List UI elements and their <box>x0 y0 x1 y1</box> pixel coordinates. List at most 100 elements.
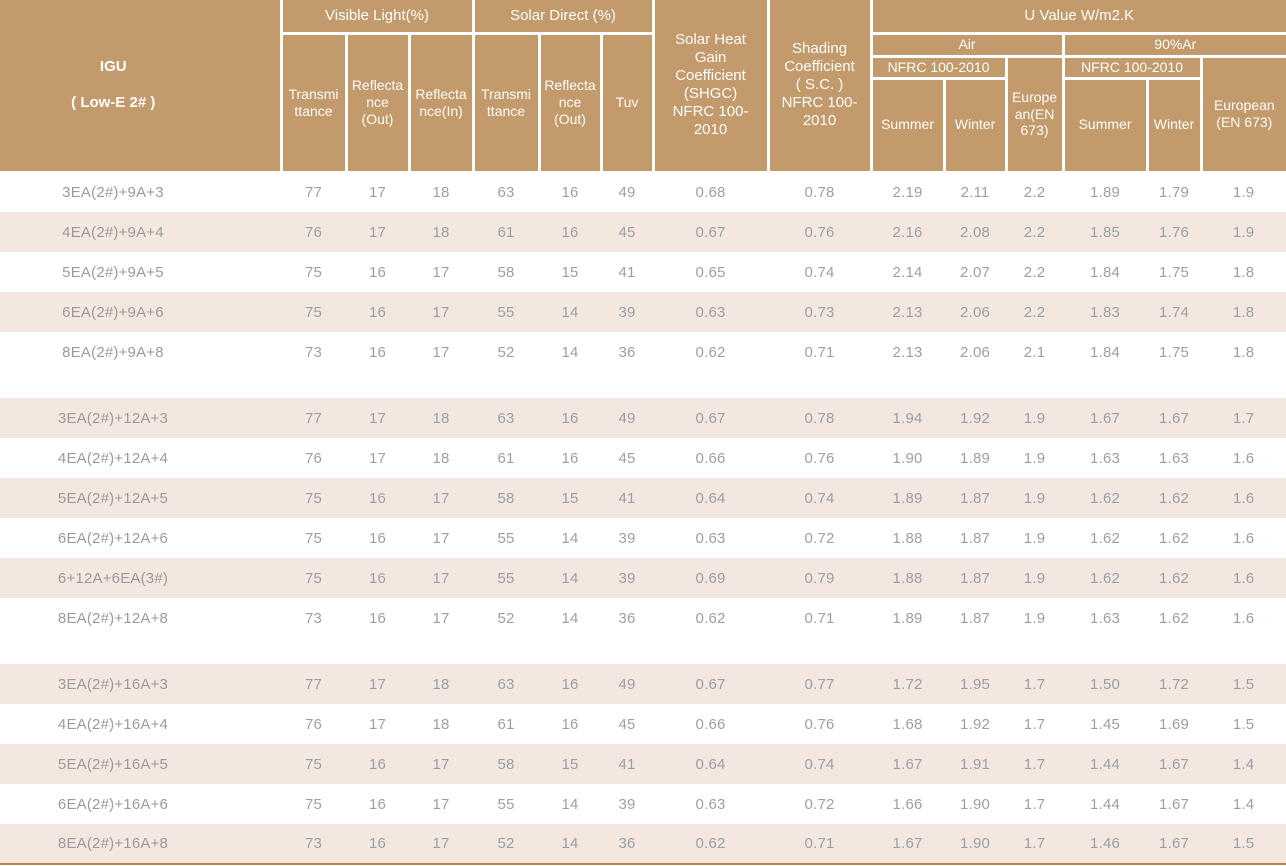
value-cell: 1.7 <box>1023 795 1046 813</box>
igu-config-label: 6EA(2#)+16A+6 <box>57 795 169 813</box>
air-nfrc-header: NFRC 100-2010 <box>869 54 1008 80</box>
value-cell: 1.9 <box>1201 212 1286 252</box>
value-cell: 18 <box>409 398 473 438</box>
value-cell: 55 <box>497 795 515 813</box>
igu-subtitle: ( Low-E 2# ) <box>71 94 156 112</box>
value-cell: 17 <box>346 664 409 704</box>
value-cell: 18 <box>432 449 450 467</box>
value-cell: 1.90 <box>892 449 923 467</box>
value-cell: 1.72 <box>1147 664 1202 704</box>
value-cell: 41 <box>618 263 636 281</box>
value-cell: 1.44 <box>1063 744 1148 784</box>
igu-config-label: 5EA(2#)+9A+5 <box>62 263 164 281</box>
value-cell: 2.06 <box>960 343 991 361</box>
value-cell: 18 <box>409 664 473 704</box>
value-cell: 1.62 <box>1147 558 1202 598</box>
value-cell: 1.6 <box>1232 529 1255 547</box>
value-cell: 0.71 <box>804 343 835 361</box>
value-cell: 0.72 <box>804 795 835 813</box>
value-cell: 1.44 <box>1090 795 1121 813</box>
value-cell: 1.62 <box>1090 529 1121 547</box>
value-cell: 17 <box>368 184 387 202</box>
value-cell: 1.9 <box>1006 478 1064 518</box>
value-cell: 2.16 <box>871 212 945 252</box>
vl-reflectance-in-header: Reflecta nce(In) <box>407 31 475 174</box>
value-cell: 61 <box>497 449 515 467</box>
value-cell: 39 <box>618 529 636 547</box>
value-cell: 49 <box>601 398 654 438</box>
data-row: 4EA(2#)+9A+4 76 17 18 61 16 45 0.67 0.76 2.16 2.08… <box>0 212 1286 252</box>
value-cell: 1.63 <box>1090 449 1121 467</box>
header-row-subgroups: Transmi ttance Reflecta nce (Out) Reflec… <box>0 31 1286 174</box>
value-cell: 1.46 <box>1063 824 1148 864</box>
value-cell: 17 <box>432 529 450 547</box>
value-cell: 18 <box>409 212 473 252</box>
igu-config-label: 8EA(2#)+16A+8 <box>0 824 281 864</box>
data-row: 8EA(2#)+16A+8 73 16 17 52 14 36 0.62 0.71 1.67 1.9… <box>0 824 1286 864</box>
value-cell: 1.45 <box>1090 715 1121 733</box>
value-cell: 17 <box>432 343 450 361</box>
value-cell: 1.89 <box>892 609 923 627</box>
value-cell: 17 <box>409 292 473 332</box>
value-cell: 0.76 <box>768 212 872 252</box>
value-cell: 1.85 <box>1063 212 1148 252</box>
value-cell: 61 <box>473 212 539 252</box>
igu-config-label: 3EA(2#)+16A+3 <box>0 664 281 704</box>
value-cell: 0.67 <box>653 398 769 438</box>
value-cell: 1.5 <box>1232 715 1255 733</box>
value-cell: 2.19 <box>892 184 923 202</box>
value-cell: 1.90 <box>944 824 1007 864</box>
value-cell: 15 <box>539 744 601 784</box>
value-cell: 1.9 <box>1023 449 1046 467</box>
sd-reflectance-out-header: Reflecta nce (Out) <box>537 31 603 174</box>
value-cell: 1.7 <box>1023 715 1046 733</box>
value-cell: 76 <box>281 212 346 252</box>
data-row: 3EA(2#)+9A+3 77 17 18 63 16 49 0.68 0.78 2.19 2.11… <box>0 172 1286 212</box>
value-cell: 75 <box>304 529 323 547</box>
value-cell: 0.76 <box>804 715 835 733</box>
value-cell: 0.76 <box>804 449 835 467</box>
group-gap-cell <box>0 638 1286 664</box>
igu-config-label: 8EA(2#)+12A+8 <box>57 609 169 627</box>
air-winter-header: Winter <box>942 76 1008 174</box>
value-cell: 0.66 <box>695 449 726 467</box>
value-cell: 1.63 <box>1090 609 1121 627</box>
value-cell: 0.78 <box>768 398 872 438</box>
data-row: 6EA(2#)+16A+6 75 16 17 55 14 39 0.63 0.72 1.66 1.9… <box>0 784 1286 824</box>
value-cell: 1.84 <box>1090 343 1121 361</box>
value-cell: 0.62 <box>695 343 726 361</box>
value-cell: 75 <box>281 478 346 518</box>
value-cell: 0.64 <box>653 478 769 518</box>
value-cell: 0.67 <box>653 664 769 704</box>
air-group-header: Air <box>869 31 1065 58</box>
value-cell: 55 <box>473 292 539 332</box>
data-row: 6EA(2#)+12A+6 75 16 17 55 14 39 0.63 0.72 1.88 1.8… <box>0 518 1286 558</box>
data-row: 5EA(2#)+9A+5 75 16 17 58 15 41 0.65 0.74 2.14 2.07… <box>0 252 1286 292</box>
value-cell: 63 <box>473 398 539 438</box>
value-cell: 0.73 <box>768 292 872 332</box>
data-row: 4EA(2#)+16A+4 76 17 18 61 16 45 0.66 0.76 1.68 1.9… <box>0 704 1286 744</box>
value-cell: 1.9 <box>1006 398 1064 438</box>
value-cell: 0.69 <box>653 558 769 598</box>
value-cell: 0.63 <box>653 292 769 332</box>
value-cell: 16 <box>346 744 409 784</box>
value-cell: 1.67 <box>1147 824 1202 864</box>
igu-config-label: 6EA(2#)+12A+6 <box>57 529 169 547</box>
value-cell: 49 <box>601 664 654 704</box>
value-cell: 2.11 <box>960 184 990 202</box>
value-cell: 0.74 <box>768 478 872 518</box>
value-cell: 2.2 <box>1006 292 1064 332</box>
value-cell: 0.71 <box>768 824 872 864</box>
igu-config-label: 5EA(2#)+16A+5 <box>0 744 281 784</box>
value-cell: 17 <box>409 478 473 518</box>
value-cell: 1.67 <box>871 824 945 864</box>
igu-config-label: 8EA(2#)+9A+8 <box>62 343 164 361</box>
value-cell: 1.9 <box>1232 184 1255 202</box>
value-cell: 0.72 <box>804 529 835 547</box>
value-cell: 18 <box>432 715 450 733</box>
value-cell: 41 <box>601 478 654 518</box>
value-cell: 75 <box>304 263 323 281</box>
value-cell: 73 <box>281 824 346 864</box>
argon-winter-header: Winter <box>1145 76 1203 174</box>
value-cell: 55 <box>497 529 515 547</box>
